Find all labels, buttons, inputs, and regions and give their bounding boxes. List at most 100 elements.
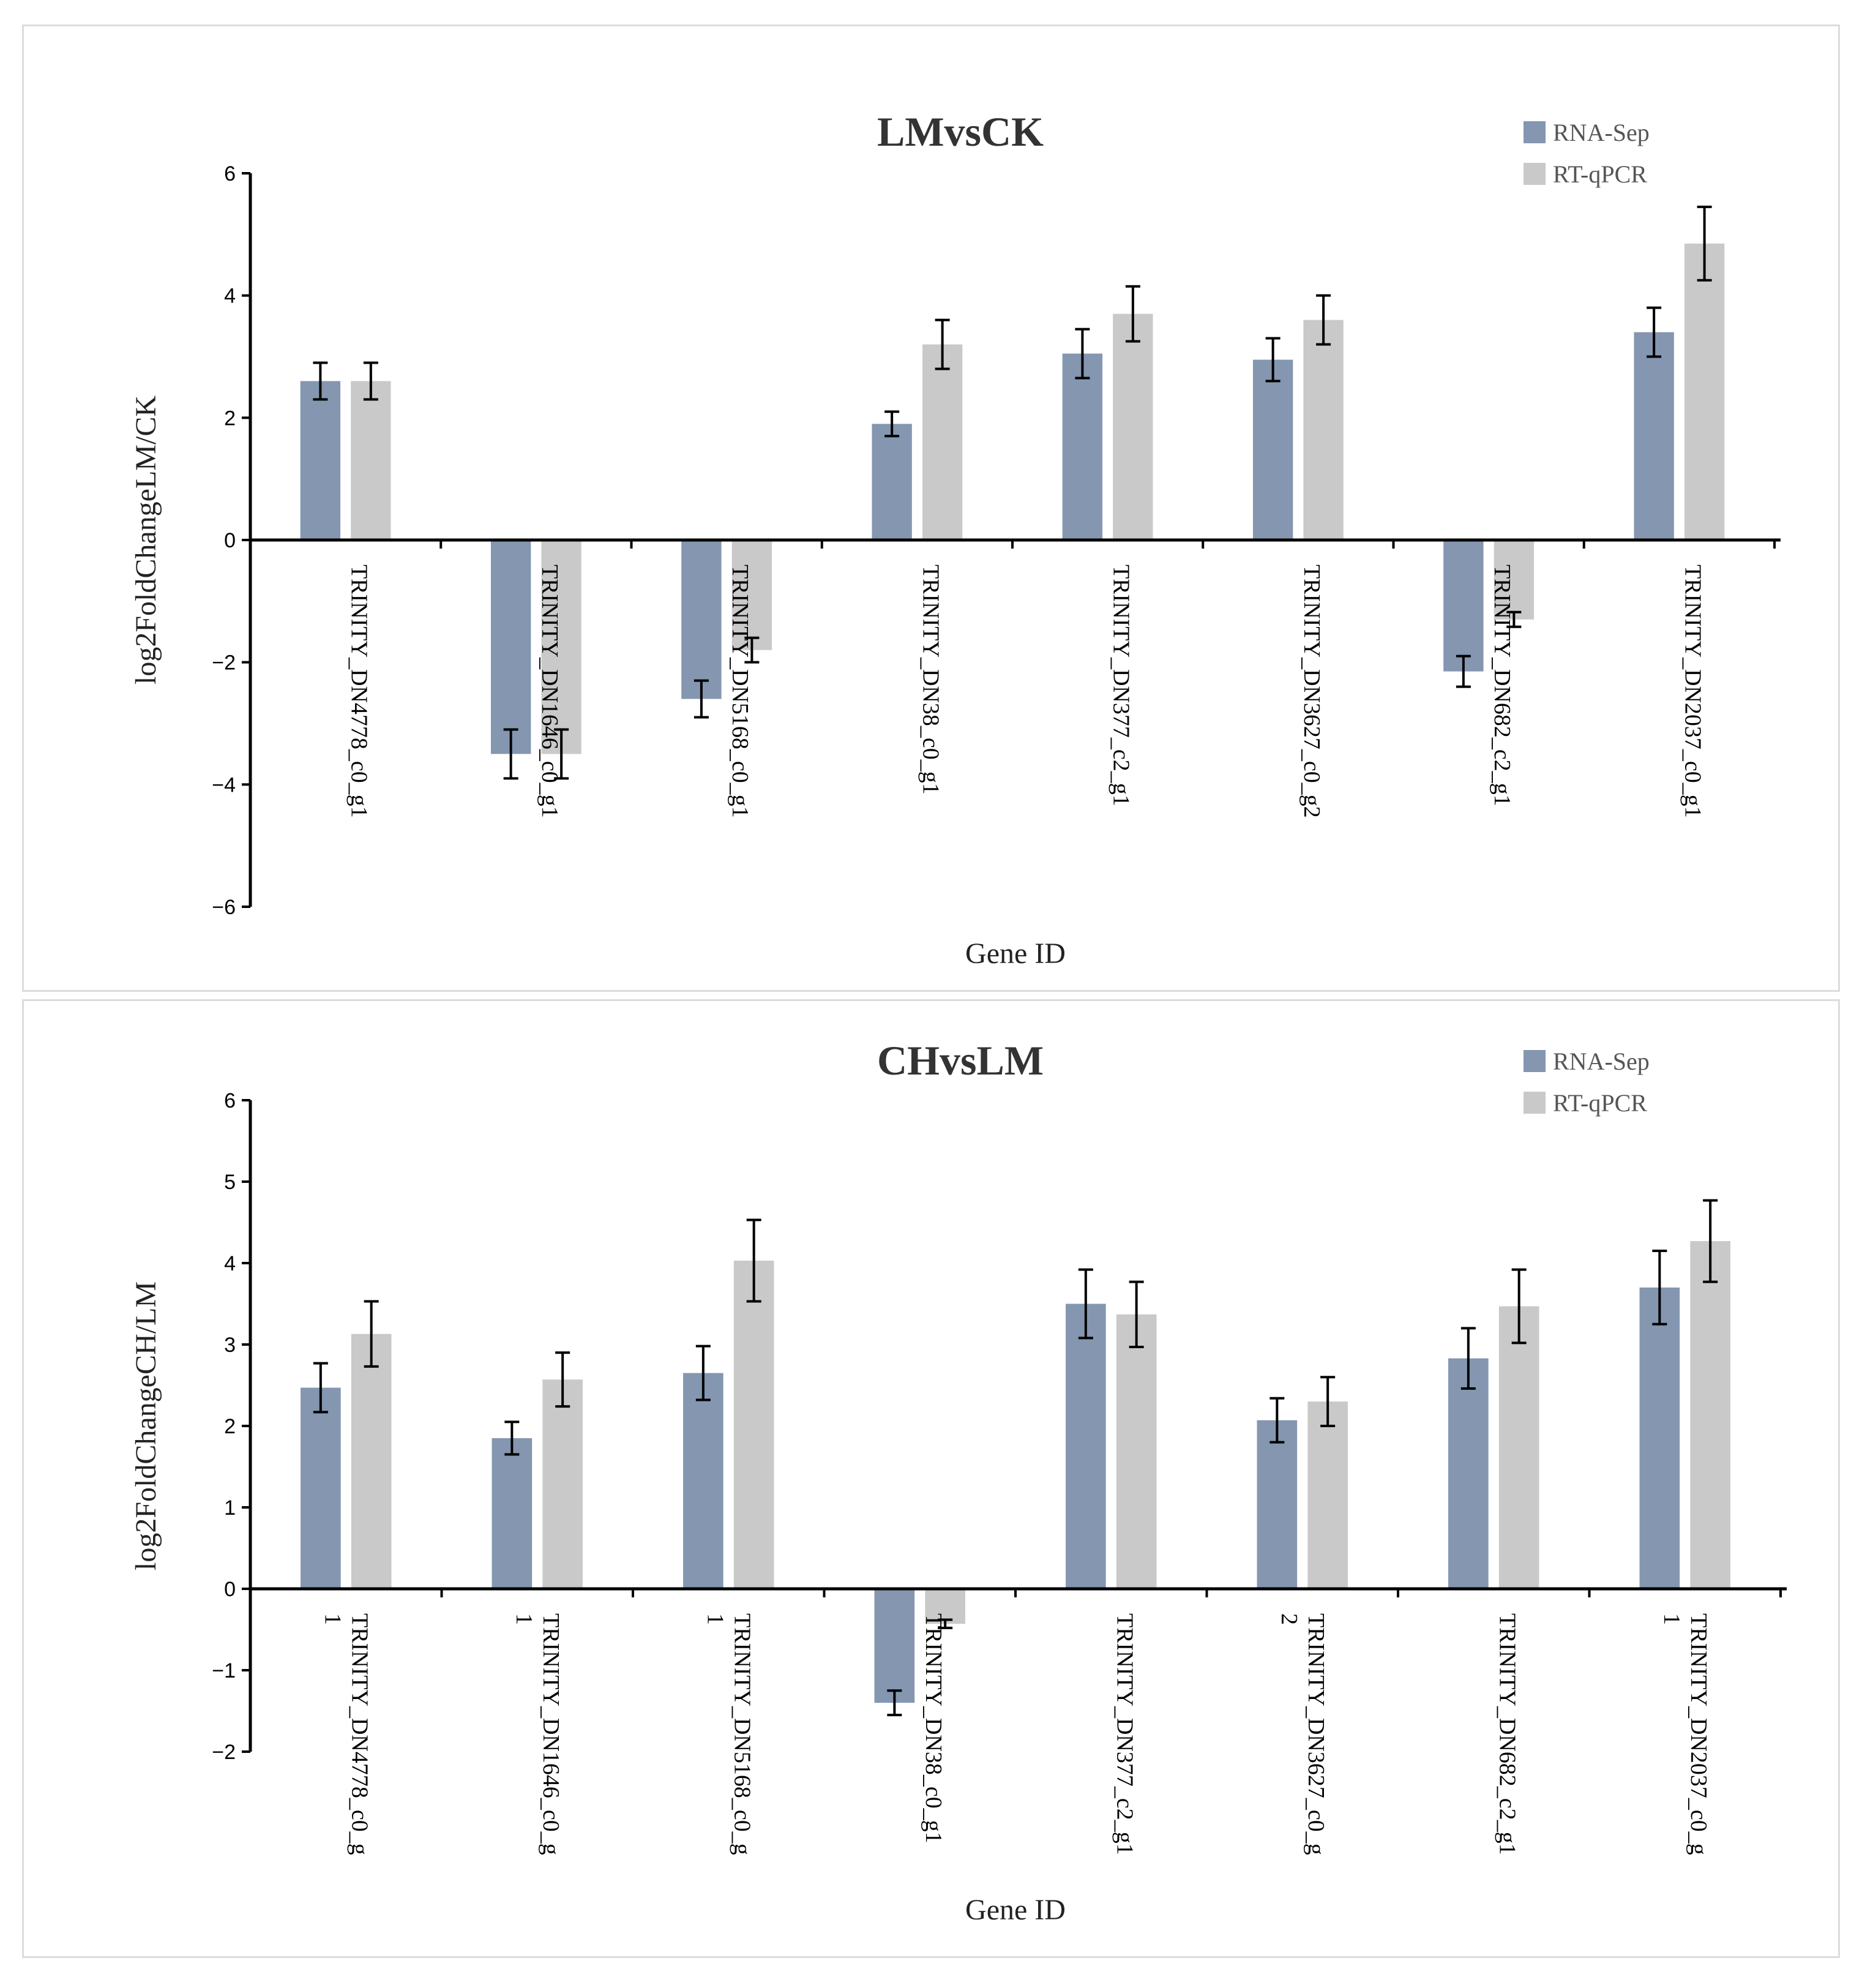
bar-rnasep-8	[1634, 332, 1674, 540]
y-tick-label: 0	[224, 1578, 236, 1601]
category-label: 1	[511, 1613, 537, 1625]
bar-rtqpcr-6	[1307, 1401, 1348, 1589]
y-tick-label: 2	[224, 1415, 236, 1438]
legend-label-rtqpcr: RT-qPCR	[1553, 1089, 1647, 1117]
y-tick-label: 6	[224, 1089, 236, 1112]
y-tick-label: −2	[212, 651, 236, 675]
x-axis-label: Gene ID	[965, 937, 1066, 970]
error-bar-rtqpcr-4	[938, 1618, 953, 1629]
y-tick-label: 4	[224, 1252, 236, 1275]
bar-rnasep-2	[492, 1438, 533, 1589]
chart-panel-chvslm: CHvsLM 6 5 4 3 2 1 0 −1 −2 log2FoldChangeCH/LM TRIN…	[22, 999, 1840, 1958]
legend-swatch-rnasep	[1524, 1050, 1546, 1072]
error-bar-rnasep-7	[1456, 655, 1471, 688]
x-axis-label: Gene ID	[965, 1894, 1066, 1926]
error-bar-rtqpcr-5	[1129, 1280, 1144, 1348]
error-bar-rtqpcr-1	[363, 361, 378, 401]
error-bar-rnasep-8	[1652, 1250, 1667, 1326]
bar-rtqpcr-2	[541, 540, 581, 754]
bar-rtqpcr-4	[922, 344, 963, 540]
category-label: TRINITY_DN38_c0_g1	[921, 1613, 946, 1844]
error-bar-rnasep-3	[694, 679, 709, 719]
category-label: 2	[1276, 1613, 1302, 1625]
error-bar-rnasep-7	[1460, 1327, 1476, 1390]
error-bar-rnasep-5	[1075, 328, 1090, 380]
legend-swatch-rtqpcr	[1524, 1092, 1546, 1114]
error-bar-rnasep-1	[313, 361, 328, 401]
category-label: TRINITY_DN377_c2_g1	[1112, 1613, 1137, 1855]
legend-label-rtqpcr: RT-qPCR	[1553, 160, 1647, 188]
error-bar-rtqpcr-3	[744, 636, 760, 664]
category-label: 1	[320, 1613, 345, 1625]
category-label: TRINITY_DN1646_c0_g	[538, 1613, 564, 1855]
y-tick-label: 6	[224, 162, 236, 186]
category-label: TRINITY_DN2037_c0_g	[1686, 1613, 1711, 1855]
category-label: 1	[702, 1613, 728, 1625]
y-tick-label: 2	[224, 407, 236, 430]
bar-rnasep-7	[1443, 540, 1484, 672]
category-label: TRINITY_DN682_c2_g1	[1489, 565, 1515, 806]
y-tick-label: 0	[224, 529, 236, 552]
category-label: TRINITY_DN1646_c0_g1	[537, 565, 563, 818]
y-tick-label: −6	[212, 896, 236, 919]
chart-title: CHvsLM	[877, 1037, 1044, 1084]
error-bar-rnasep-6	[1269, 1397, 1285, 1444]
error-bar-rtqpcr-1	[364, 1300, 379, 1368]
category-label: TRINITY_DN38_c0_g1	[918, 565, 943, 795]
y-tick-label: −2	[212, 1741, 236, 1764]
error-bar-rnasep-6	[1265, 337, 1281, 383]
y-tick-label: 5	[224, 1171, 236, 1194]
bar-rnasep-8	[1639, 1287, 1680, 1589]
bar-rtqpcr-7	[1494, 540, 1535, 620]
error-bar-rtqpcr-8	[1703, 1199, 1718, 1283]
error-bar-rtqpcr-7	[1511, 1268, 1527, 1345]
error-bar-rtqpcr-4	[935, 318, 950, 370]
bar-rnasep-1	[300, 381, 341, 540]
error-bar-rtqpcr-6	[1320, 1376, 1336, 1427]
y-tick-label: 4	[224, 285, 236, 308]
bar-rtqpcr-6	[1303, 320, 1344, 540]
bar-rtqpcr-3	[731, 540, 772, 650]
category-label: TRINITY_DN2037_c0_g1	[1680, 565, 1705, 818]
y-axis-label: log2FoldChangeLM/CK	[130, 396, 162, 685]
legend-swatch-rnasep	[1524, 121, 1546, 143]
bar-rnasep-4	[872, 424, 912, 540]
y-tick-label: 1	[224, 1496, 236, 1520]
bar-rtqpcr-8	[1684, 243, 1725, 540]
bar-rtqpcr-7	[1498, 1306, 1539, 1589]
bar-rnasep-7	[1448, 1358, 1489, 1589]
y-axis-label: log2FoldChangeCH/LM	[130, 1281, 162, 1570]
bar-rtqpcr-1	[351, 381, 391, 540]
bar-rtqpcr-5	[1116, 1314, 1157, 1589]
error-bar-rnasep-4	[887, 1689, 902, 1717]
bar-rnasep-3	[683, 1373, 723, 1589]
category-label: TRINITY_DN5168_c0_g	[729, 1613, 755, 1855]
legend-swatch-rtqpcr	[1524, 163, 1546, 185]
bar-rnasep-6	[1257, 1420, 1298, 1589]
bar-rtqpcr-3	[733, 1261, 774, 1589]
error-bar-rtqpcr-2	[555, 1351, 570, 1408]
error-bar-rnasep-2	[503, 728, 518, 780]
bar-rnasep-4	[874, 1589, 915, 1703]
bar-rnasep-3	[681, 540, 722, 699]
category-label: TRINITY_DN682_c2_g1	[1494, 1613, 1520, 1855]
error-bar-rnasep-8	[1647, 306, 1662, 358]
chvslm-chart: CHvsLM 6 5 4 3 2 1 0 −1 −2 log2FoldChangeCH/LM TRIN…	[130, 1037, 1787, 1926]
error-bar-rtqpcr-8	[1697, 205, 1712, 282]
error-bar-rnasep-2	[504, 1420, 520, 1456]
bar-rtqpcr-1	[351, 1333, 392, 1589]
bar-rtqpcr-8	[1690, 1241, 1730, 1589]
y-tick-label: −1	[212, 1659, 236, 1682]
y-tick-label: 3	[224, 1333, 236, 1357]
error-bar-rtqpcr-6	[1316, 294, 1331, 346]
legend-label-rnasep: RNA-Sep	[1553, 1048, 1650, 1075]
error-bar-rnasep-4	[884, 410, 900, 438]
error-bar-rtqpcr-7	[1506, 610, 1522, 628]
bar-rtqpcr-5	[1113, 313, 1153, 540]
legend-label-rnasep: RNA-Sep	[1553, 119, 1650, 146]
error-bar-rtqpcr-5	[1125, 285, 1140, 343]
category-label: TRINITY_DN3627_c0_g2	[1299, 565, 1325, 818]
bar-rnasep-2	[490, 540, 531, 754]
lmvsck-chart: LMvsCK 6 4 2 0 −2 −4 −6 log2FoldChangeLM/CK TRINI…	[130, 108, 1781, 970]
bar-rtqpcr-2	[542, 1379, 583, 1589]
